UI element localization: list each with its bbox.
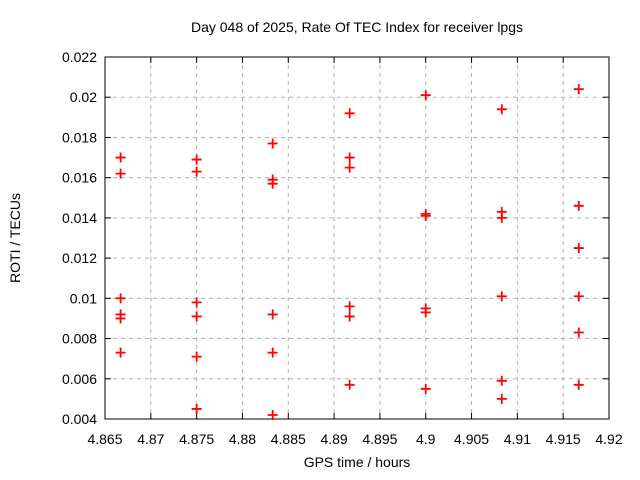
y-tick-label: 0.02 (70, 89, 97, 105)
x-axis-label: GPS time / hours (304, 454, 411, 470)
y-tick-label: 0.008 (62, 331, 97, 347)
data-point-marker (344, 152, 355, 163)
data-point-marker (573, 327, 584, 338)
data-point-marker (191, 154, 202, 165)
data-point-marker (115, 168, 126, 179)
data-point-marker (344, 311, 355, 322)
y-tick-label: 0.018 (62, 129, 97, 145)
y-tick-labels: 0.004 0.006 0.008 0.01 0.012 0.014 0.016 0.018 0… (62, 49, 97, 427)
data-point-marker (191, 166, 202, 177)
data-point-marker (496, 104, 507, 115)
y-tick-label: 0.016 (62, 170, 97, 186)
x-tick-labels: 4.865 4.87 4.875 4.88 4.885 4.89 4.895 4.9 4.905… (87, 431, 622, 447)
x-tick-label: 4.875 (179, 431, 214, 447)
data-point-marker (573, 379, 584, 390)
data-point-marker (191, 351, 202, 362)
data-point-marker (344, 108, 355, 119)
y-tick-label: 0.014 (62, 210, 97, 226)
data-point-marker (191, 311, 202, 322)
data-point-marker (191, 297, 202, 308)
plot-frame (104, 56, 610, 420)
data-point-marker (420, 90, 431, 101)
data-point-marker (267, 347, 278, 358)
data-point-marker (344, 379, 355, 390)
data-point-marker (573, 243, 584, 254)
y-axis-label: ROTI / TECUs (7, 193, 23, 283)
x-tick-label: 4.865 (87, 431, 122, 447)
data-point-marker (115, 347, 126, 358)
y-tick-label: 0.022 (62, 49, 97, 65)
data-point-marker (573, 200, 584, 211)
data-point-marker (115, 313, 126, 324)
y-tick-label: 0.01 (70, 290, 97, 306)
x-tick-label: 4.895 (362, 431, 397, 447)
grid-lines (104, 56, 610, 420)
data-point-marker (267, 309, 278, 320)
data-points (115, 84, 584, 420)
y-tick-label: 0.006 (62, 371, 97, 387)
data-point-marker (344, 301, 355, 312)
x-tick-label: 4.88 (229, 431, 256, 447)
data-point-marker (115, 293, 126, 304)
data-point-marker (267, 409, 278, 420)
x-tick-label: 4.915 (546, 431, 581, 447)
x-tick-label: 4.91 (504, 431, 531, 447)
data-point-marker (420, 307, 431, 318)
axis-ticks (104, 56, 610, 420)
y-tick-label: 0.004 (62, 411, 97, 427)
x-tick-label: 4.92 (595, 431, 622, 447)
y-tick-label: 0.012 (62, 250, 97, 266)
data-point-marker (420, 210, 431, 221)
data-point-marker (496, 212, 507, 223)
chart-title: Day 048 of 2025, Rate Of TEC Index for r… (191, 19, 523, 35)
data-point-marker (344, 162, 355, 173)
x-tick-label: 4.885 (271, 431, 306, 447)
x-tick-label: 4.89 (320, 431, 347, 447)
data-point-marker (267, 178, 278, 189)
data-point-marker (115, 152, 126, 163)
x-tick-label: 4.9 (416, 431, 436, 447)
data-point-marker (496, 393, 507, 404)
data-point-marker (420, 383, 431, 394)
x-tick-label: 4.87 (137, 431, 164, 447)
data-point-marker (573, 291, 584, 302)
data-point-marker (496, 291, 507, 302)
data-point-marker (573, 84, 584, 95)
data-point-marker (267, 138, 278, 149)
data-point-marker (191, 403, 202, 414)
x-tick-label: 4.905 (454, 431, 489, 447)
data-point-marker (496, 375, 507, 386)
